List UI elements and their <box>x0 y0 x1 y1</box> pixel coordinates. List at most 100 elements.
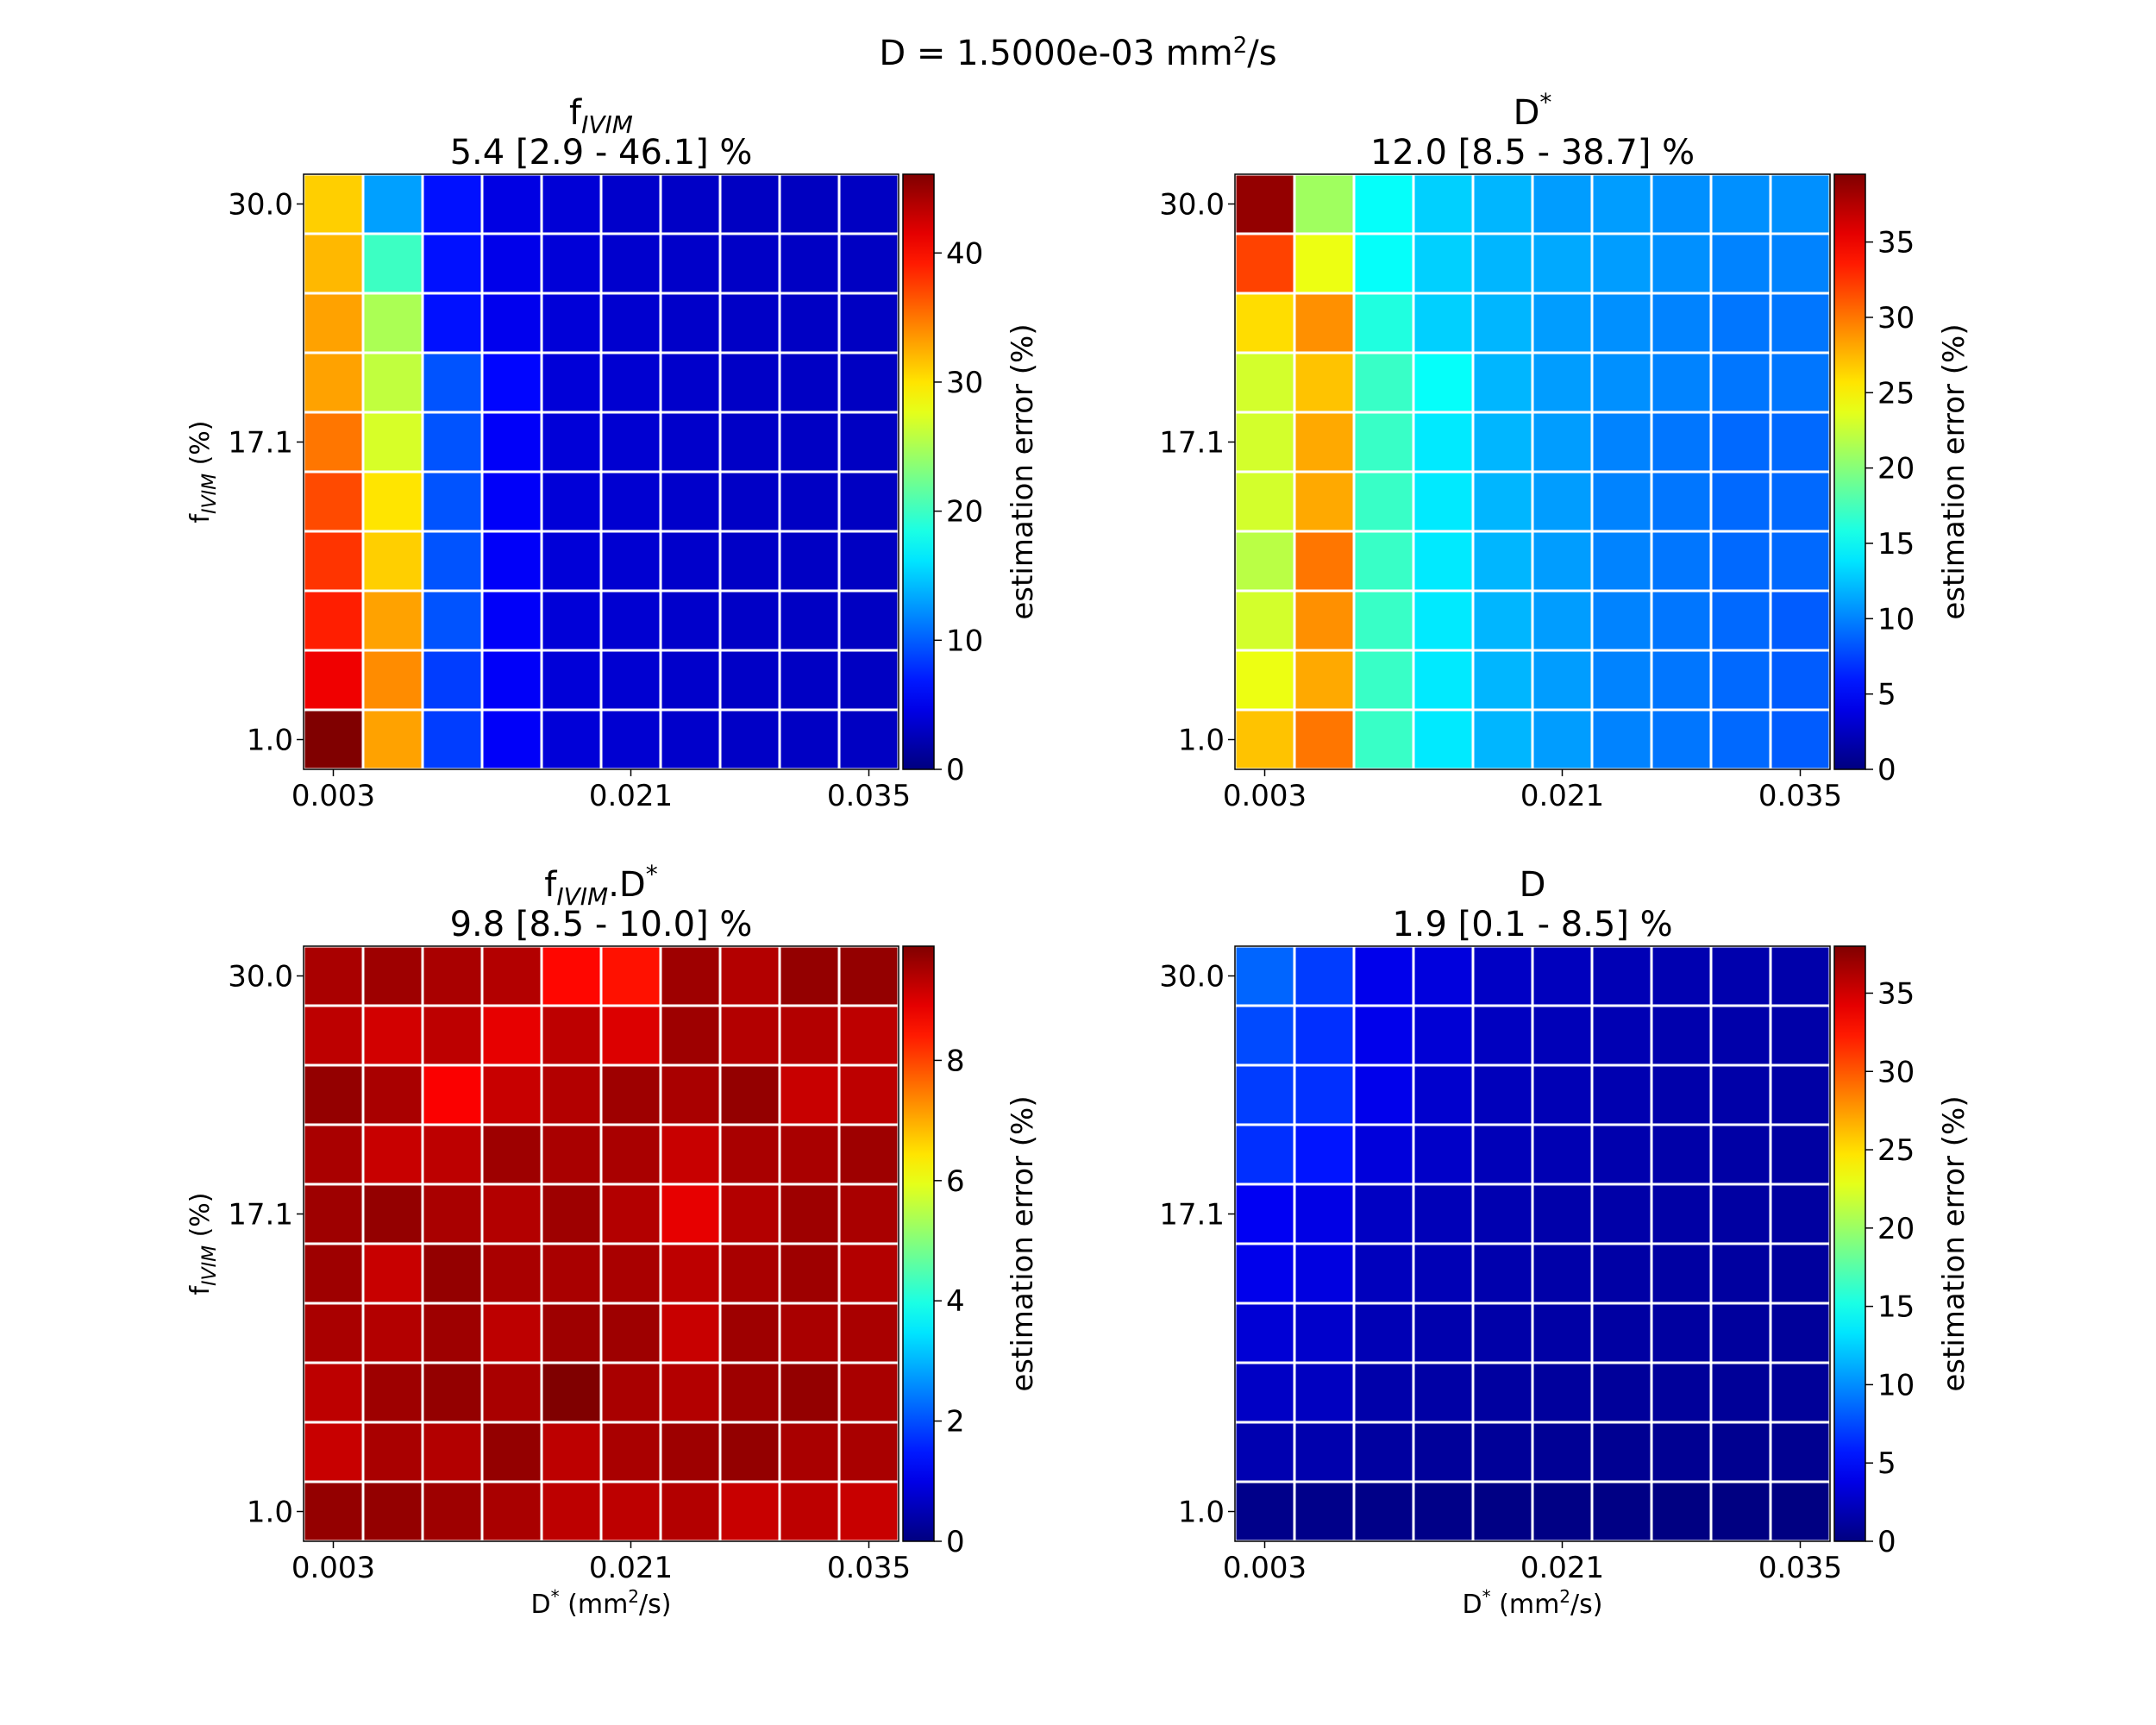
heatmap-cell <box>659 1123 722 1186</box>
heatmap-cell <box>1471 470 1534 533</box>
heatmap-cell <box>361 1361 424 1424</box>
colorbar-tick-label: 2 <box>946 1405 965 1440</box>
heatmap-cell <box>540 1242 603 1305</box>
heatmap-cell <box>1709 1242 1772 1305</box>
heatmap-cell <box>540 1123 603 1186</box>
heatmap-cell <box>361 1182 424 1245</box>
heatmap-cell <box>1531 292 1594 354</box>
heatmap-cell <box>1590 411 1653 474</box>
heatmap-cell <box>778 172 841 235</box>
heatmap-cell <box>718 1063 781 1126</box>
heatmap-cell <box>421 470 484 533</box>
heatmap-cell <box>1531 172 1594 235</box>
heatmap-cell <box>1293 1123 1356 1186</box>
heatmap-cell <box>659 1302 722 1364</box>
heatmap-cell <box>1471 232 1534 295</box>
heatmap-cell <box>837 1302 900 1364</box>
heatmap-cell <box>1650 1302 1713 1364</box>
y-tick-label: 17.1 <box>228 1198 293 1233</box>
colorbar-tick-label: 20 <box>946 495 983 530</box>
heatmap-cell <box>1531 708 1594 771</box>
heatmap-cell <box>1769 470 1832 533</box>
heatmap-cell <box>1412 411 1475 474</box>
heatmap-cell <box>1352 172 1415 235</box>
heatmap-cell <box>778 589 841 652</box>
heatmap-cell <box>1650 530 1713 593</box>
heatmap-cell <box>718 1123 781 1186</box>
heatmap-cell <box>540 411 603 474</box>
heatmap-cell <box>1471 530 1534 593</box>
heatmap-cell <box>1471 1123 1534 1186</box>
heatmap-cell <box>480 649 543 712</box>
heatmap-cell <box>361 1063 424 1126</box>
heatmap-cell <box>1709 1361 1772 1424</box>
heatmap-cell <box>1412 351 1475 414</box>
heatmap-cell <box>1233 470 1296 533</box>
colorbar-tick-label: 40 <box>946 236 983 271</box>
heatmap-cell <box>540 1182 603 1245</box>
heatmap-cell <box>480 1480 543 1543</box>
heatmap-cell <box>837 1480 900 1543</box>
heatmap-cell <box>421 649 484 712</box>
heatmap-cell <box>1709 1480 1772 1543</box>
heatmap-cell <box>540 708 603 771</box>
heatmap-cell <box>1471 1182 1534 1245</box>
heatmap-cell <box>1590 232 1653 295</box>
heatmap-cell <box>1471 1421 1534 1484</box>
heatmap-cell <box>1352 292 1415 354</box>
heatmap-cell <box>1293 172 1356 235</box>
heatmap-cell <box>540 1480 603 1543</box>
heatmap-cell <box>1471 1063 1534 1126</box>
heatmap-cell <box>1471 708 1534 771</box>
heatmap-cell <box>1709 1421 1772 1484</box>
heatmap-cell <box>659 589 722 652</box>
heatmap-cell <box>1352 708 1415 771</box>
heatmap-cell <box>361 411 424 474</box>
heatmap-cell <box>1352 1242 1415 1305</box>
x-tick-label: 0.003 <box>1223 779 1307 813</box>
heatmap-cell <box>1293 649 1356 712</box>
heatmap-panel-2: D*12.0 [8.5 - 38.7] % 0.003 0.021 0.035 30.0… <box>1159 88 1971 813</box>
colorbar-tick-label: 35 <box>1877 976 1915 1011</box>
heatmap-cell <box>1590 708 1653 771</box>
heatmap-cell <box>1590 944 1653 1007</box>
heatmap-cell <box>718 589 781 652</box>
heatmap-cell <box>421 232 484 295</box>
heatmap-cell <box>718 351 781 414</box>
heatmap-cell <box>540 351 603 414</box>
heatmap-cell <box>599 411 662 474</box>
heatmap-cell <box>421 708 484 771</box>
heatmap-cell <box>1709 1182 1772 1245</box>
heatmap-cell <box>421 1182 484 1245</box>
heatmap-cell <box>778 1480 841 1543</box>
heatmap-cell <box>1471 292 1534 354</box>
heatmap-cell <box>837 1123 900 1186</box>
heatmap-cell <box>1233 1004 1296 1067</box>
heatmap-cell <box>837 649 900 712</box>
heatmap-cell <box>1590 1480 1653 1543</box>
heatmap-cell <box>1412 232 1475 295</box>
heatmap-cell <box>1412 589 1475 652</box>
heatmap-cell <box>480 351 543 414</box>
heatmap-cell <box>837 232 900 295</box>
heatmap-cell <box>1769 172 1832 235</box>
heatmap-cell <box>1233 944 1296 1007</box>
heatmap-cell <box>778 351 841 414</box>
heatmap-cell <box>837 411 900 474</box>
heatmap-cell <box>1709 411 1772 474</box>
heatmap-cell <box>1412 708 1475 771</box>
heatmap-cell <box>1531 1123 1594 1186</box>
heatmap-cell <box>361 1242 424 1305</box>
heatmap-cell <box>1650 470 1713 533</box>
heatmap-cell <box>1233 1480 1296 1543</box>
heatmap-cell <box>1293 1004 1356 1067</box>
heatmap-cell <box>1650 589 1713 652</box>
colorbar <box>1833 173 1866 770</box>
heatmap-cell <box>718 1182 781 1245</box>
heatmap-cell <box>1650 351 1713 414</box>
colorbar-tick-label: 30 <box>1877 301 1915 336</box>
heatmap-cell <box>1293 589 1356 652</box>
heatmap-cell <box>1769 1063 1832 1126</box>
colorbar-tick-label: 0 <box>946 753 965 787</box>
